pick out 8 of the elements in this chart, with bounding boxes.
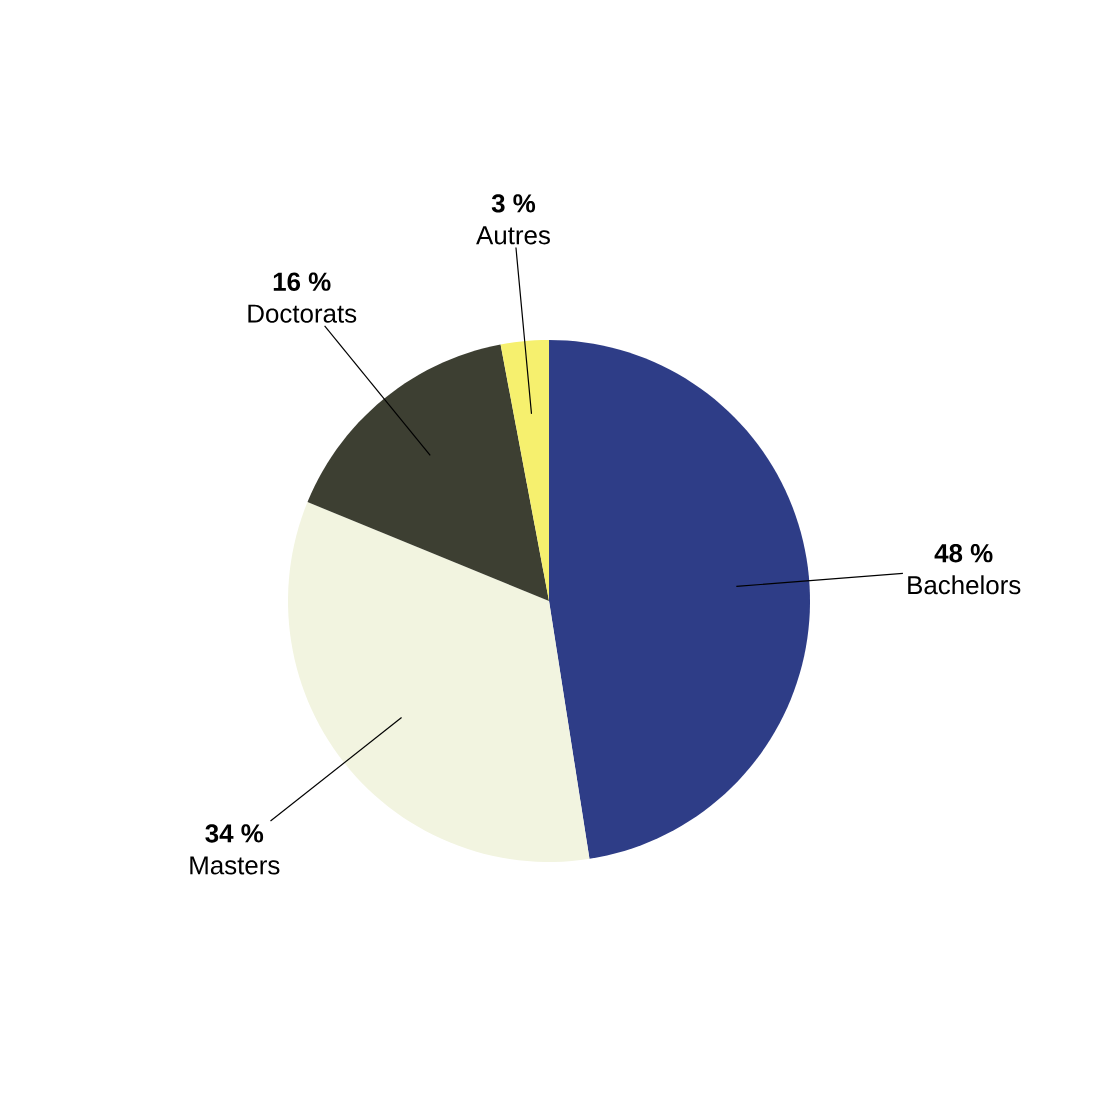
slice-label: Bachelors xyxy=(908,575,1021,595)
data-label: 48 % xyxy=(934,544,993,563)
slice-label: Masters xyxy=(190,856,280,875)
data-label: 34 % xyxy=(205,824,264,843)
data-label: 3 % xyxy=(491,194,536,213)
slice-label: Autres xyxy=(476,226,550,245)
data-label: 16 % xyxy=(273,272,331,291)
slice-label: Doctorats xyxy=(248,304,357,323)
